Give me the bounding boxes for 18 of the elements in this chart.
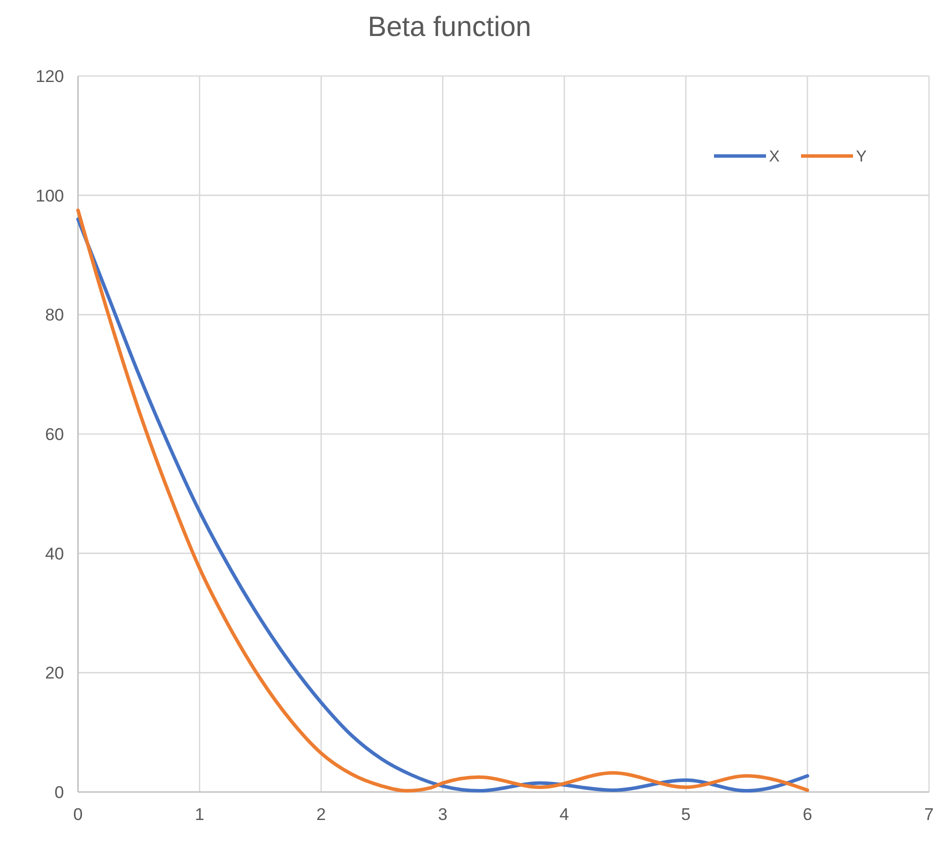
x-tick-label: 1: [194, 805, 204, 824]
x-tick-label: 0: [73, 805, 83, 824]
x-tick-label: 2: [316, 805, 326, 824]
legend-label: Y: [856, 148, 867, 166]
x-tick-label: 3: [438, 805, 448, 824]
x-tick-label: 6: [802, 805, 812, 824]
y-tick-label: 120: [36, 66, 64, 86]
y-tick-label: 40: [45, 544, 64, 564]
x-tick-label: 5: [681, 805, 691, 824]
y-tick-label: 100: [36, 186, 64, 206]
y-tick-label: 60: [45, 424, 64, 444]
y-tick-label: 80: [45, 306, 64, 325]
x-tick-label: 7: [924, 805, 934, 824]
y-tick-label: 0: [54, 782, 64, 802]
x-tick-label: 4: [560, 805, 570, 824]
y-tick-label: 20: [45, 664, 64, 683]
chart-title: Beta function: [368, 11, 532, 42]
legend-label: X: [769, 148, 780, 166]
